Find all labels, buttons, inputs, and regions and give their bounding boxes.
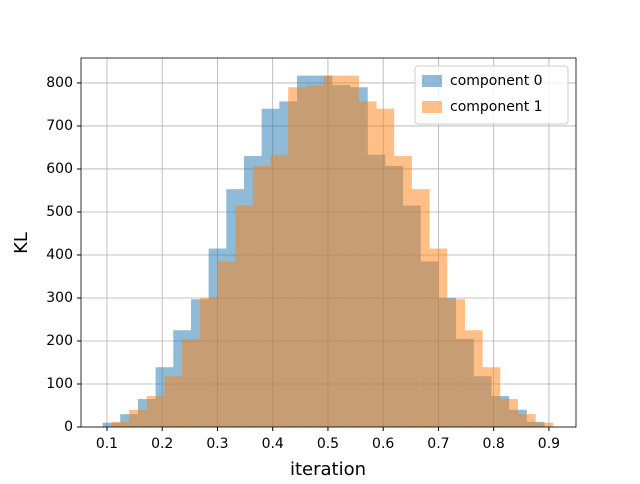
y-tick-label: 800 bbox=[46, 75, 73, 91]
y-tick-label: 500 bbox=[46, 204, 73, 220]
bar bbox=[111, 421, 130, 427]
bar bbox=[288, 87, 306, 428]
bar bbox=[447, 299, 465, 427]
legend-swatch bbox=[422, 75, 442, 87]
bar bbox=[305, 85, 324, 427]
bar bbox=[341, 75, 359, 427]
bar bbox=[429, 248, 448, 427]
y-tick-label: 700 bbox=[46, 118, 73, 134]
x-axis-label: iteration bbox=[290, 459, 366, 480]
bar bbox=[500, 399, 518, 427]
x-tick-label: 0.2 bbox=[151, 436, 173, 452]
bar bbox=[358, 101, 377, 427]
x-tick-label: 0.7 bbox=[427, 436, 449, 452]
legend-box bbox=[414, 65, 569, 125]
x-tick-label: 0.6 bbox=[372, 436, 394, 452]
bar bbox=[146, 396, 165, 427]
y-tick-label: 400 bbox=[46, 247, 73, 263]
x-tick-label: 0.1 bbox=[96, 436, 118, 452]
x-tick-label: 0.4 bbox=[262, 436, 284, 452]
bar bbox=[235, 205, 253, 427]
y-tick-label: 0 bbox=[64, 419, 73, 435]
legend-label: component 0 bbox=[450, 73, 543, 89]
bar bbox=[376, 108, 395, 427]
bar bbox=[535, 422, 554, 427]
y-tick-label: 600 bbox=[46, 161, 73, 177]
bar bbox=[464, 330, 483, 427]
bar bbox=[164, 376, 183, 427]
x-tick-label: 0.9 bbox=[538, 436, 560, 452]
bar bbox=[323, 75, 342, 427]
y-axis-label: KL bbox=[11, 232, 32, 254]
bar bbox=[217, 261, 236, 427]
bar bbox=[394, 156, 412, 427]
bar bbox=[129, 409, 147, 427]
legend-swatch bbox=[422, 101, 442, 113]
bar bbox=[182, 338, 200, 427]
bar bbox=[252, 165, 271, 427]
bar bbox=[270, 154, 289, 427]
x-tick-label: 0.8 bbox=[483, 436, 505, 452]
bar bbox=[199, 297, 218, 427]
bar bbox=[517, 414, 536, 427]
legend-label: component 1 bbox=[450, 99, 543, 115]
x-tick-label: 0.3 bbox=[206, 436, 228, 452]
plot-frame bbox=[80, 57, 577, 428]
y-tick-label: 300 bbox=[46, 290, 73, 306]
y-tick-label: 100 bbox=[46, 376, 73, 392]
x-tick-label: 0.5 bbox=[317, 436, 339, 452]
bar bbox=[411, 189, 430, 427]
y-tick-label: 200 bbox=[46, 333, 73, 349]
bar bbox=[482, 367, 501, 427]
